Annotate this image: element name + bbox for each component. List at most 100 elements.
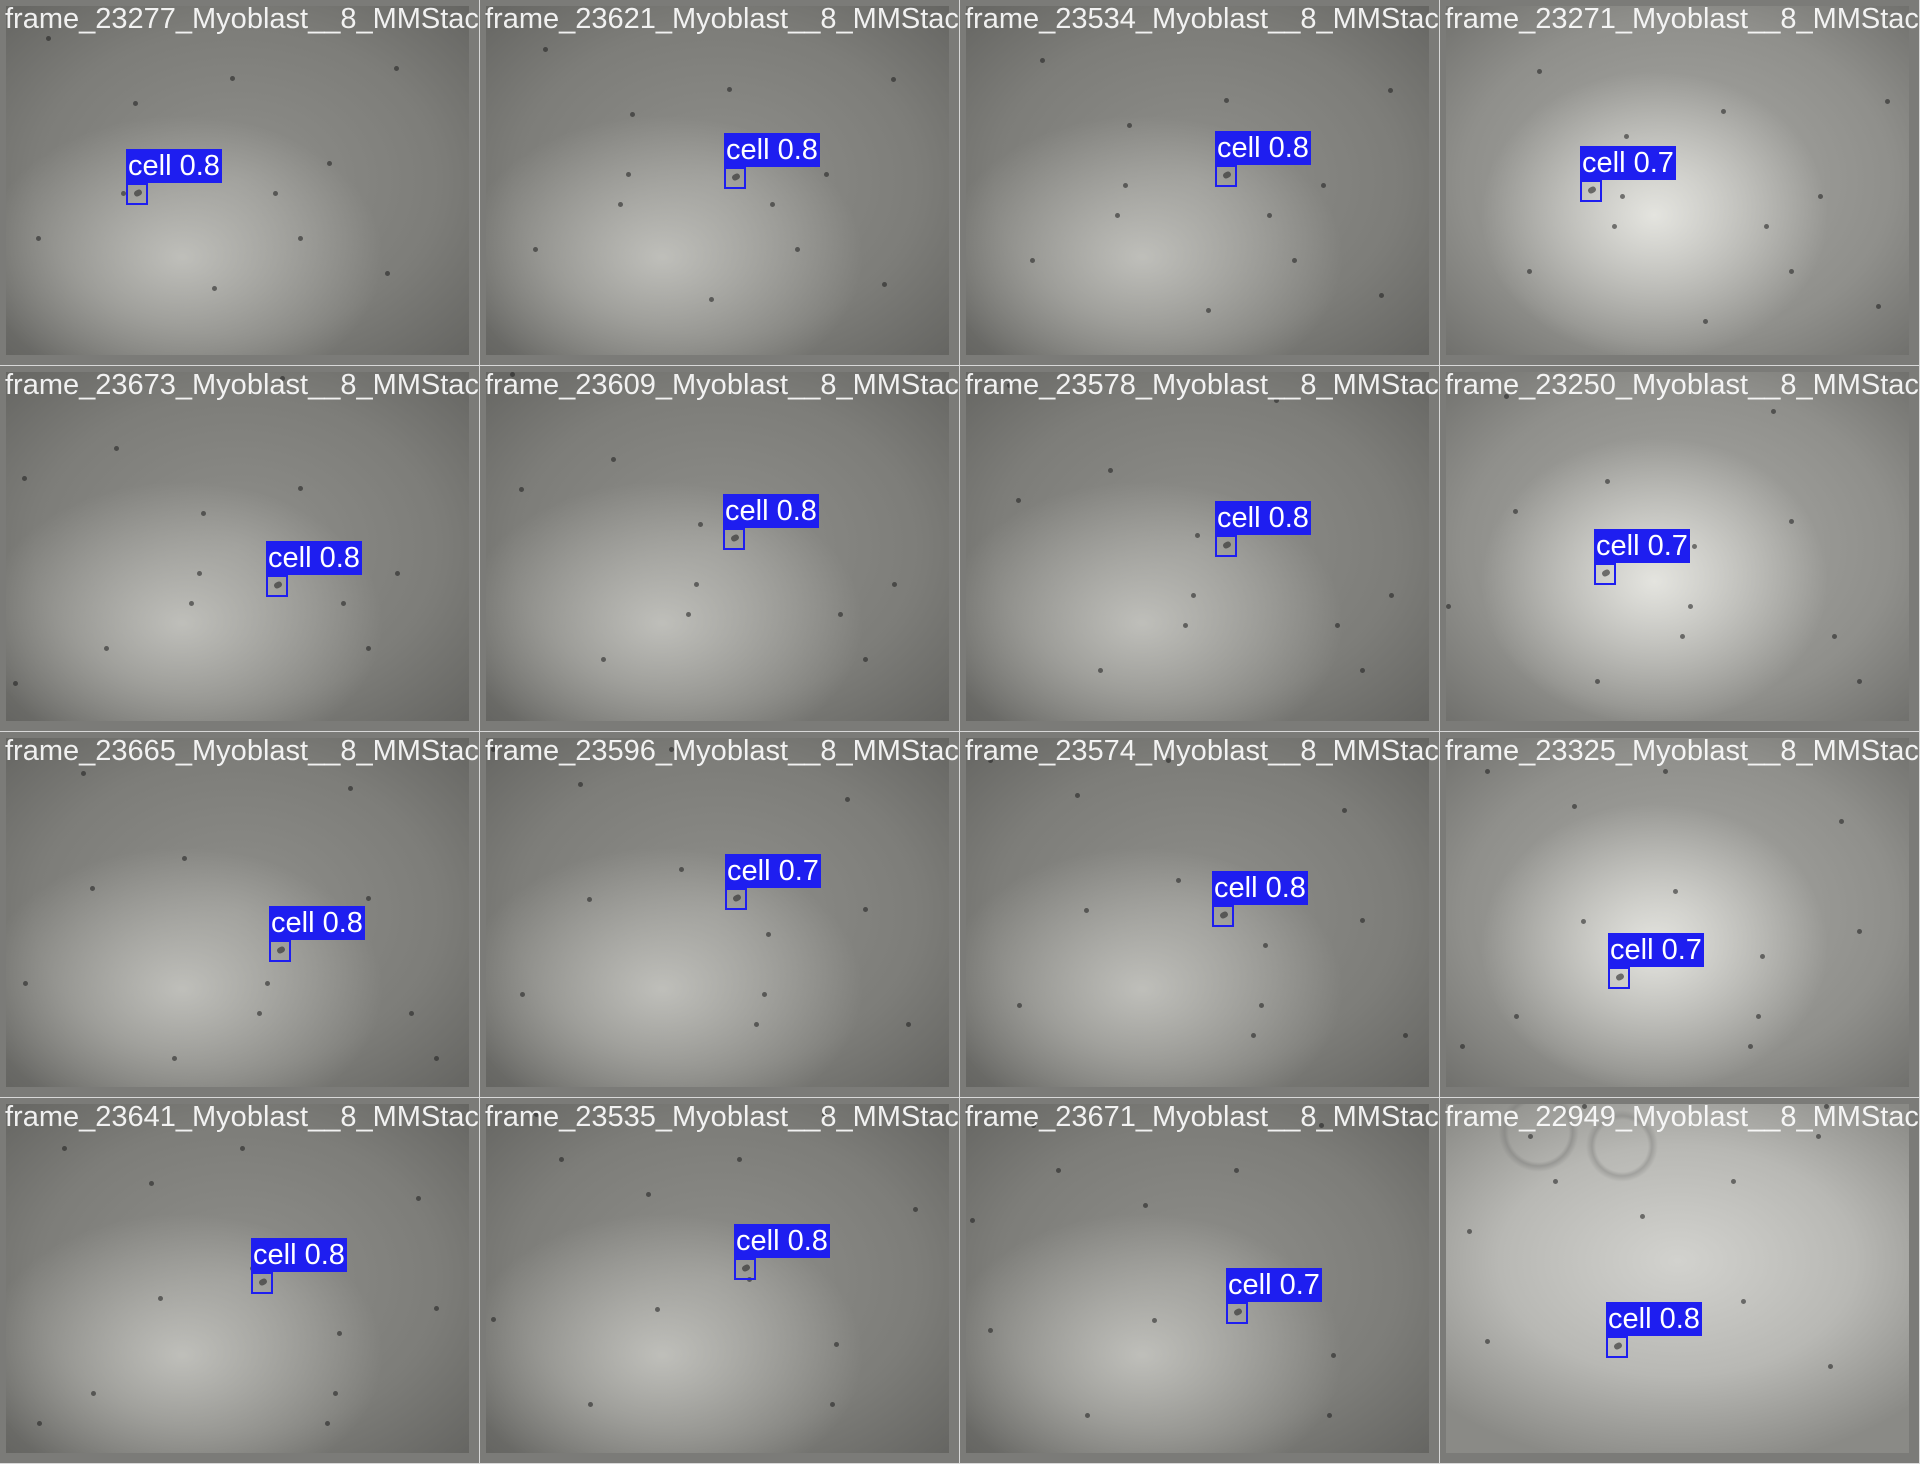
cell-speck	[1191, 593, 1196, 598]
microscopy-frame	[486, 1104, 949, 1453]
tile-title: frame_23671_Myoblast__8_MMStack_Pos5-Pu	[965, 1101, 1439, 1133]
detection-label: cell 0.8	[251, 1238, 347, 1272]
tile-title: frame_23609_Myoblast__8_MMStack_Pos5-Pu	[485, 369, 959, 401]
cell-speck	[1098, 668, 1103, 673]
microscopy-frame	[1446, 6, 1909, 355]
cell-speck	[1031, 1123, 1036, 1128]
image-tile: frame_22949_Myoblast__8_MMStack_Pos5-Puc…	[1440, 1098, 1920, 1464]
cell-speck	[172, 1056, 177, 1061]
cell-speck	[189, 601, 194, 606]
microscopy-frame	[6, 738, 469, 1087]
microscopy-frame	[1446, 1104, 1909, 1453]
cell-speck	[510, 372, 515, 377]
cell-speck	[669, 747, 674, 752]
cell-speck	[679, 867, 684, 872]
bounding-box	[269, 940, 291, 962]
cell-speck	[1331, 1353, 1336, 1358]
cell-speck	[121, 191, 126, 196]
cell-speck	[1620, 194, 1625, 199]
cell-speck	[1756, 1014, 1761, 1019]
cell-speck	[434, 1306, 439, 1311]
cell-speck	[709, 297, 714, 302]
cell-speck	[882, 282, 887, 287]
cell-speck	[91, 1391, 96, 1396]
cell-speck	[830, 1402, 835, 1407]
microscopy-frame	[486, 6, 949, 355]
cell-speck	[434, 1056, 439, 1061]
microscopy-frame	[6, 1104, 469, 1453]
cell-speck	[534, 1112, 539, 1117]
cell-speck	[727, 87, 732, 92]
cell-speck	[822, 1112, 827, 1117]
microscopy-frame	[6, 6, 469, 355]
bounding-box	[1212, 905, 1234, 927]
cell-speck	[1360, 668, 1365, 673]
cell-speck	[1075, 793, 1080, 798]
detection-label: cell 0.7	[725, 854, 821, 888]
bounding-box	[251, 1272, 273, 1294]
cell-speck	[366, 646, 371, 651]
cell-speck	[22, 476, 27, 481]
cell-speck	[298, 236, 303, 241]
cell-speck	[1789, 519, 1794, 524]
tile-title: frame_22949_Myoblast__8_MMStack_Pos5-Pu	[1445, 1101, 1919, 1133]
cell-speck	[1595, 679, 1600, 684]
image-tile: frame_23596_Myoblast__8_MMStack_Pos5-Puc…	[480, 732, 960, 1098]
cell-speck	[149, 1181, 154, 1186]
cell-speck	[1553, 1179, 1558, 1184]
cell-speck	[265, 981, 270, 986]
image-tile: frame_23271_Myoblast__8_MMStack_Pos5-Puc…	[1440, 0, 1920, 366]
cell-speck	[845, 797, 850, 802]
cell-speck	[533, 247, 538, 252]
image-tile: frame_23574_Myoblast__8_MMStack_Pos5-Puc…	[960, 732, 1440, 1098]
cell-speck	[698, 522, 703, 527]
cell-speck	[519, 487, 524, 492]
bounding-box	[1580, 180, 1602, 202]
cell-speck	[1876, 304, 1881, 309]
bounding-box	[723, 528, 745, 550]
cell-speck	[520, 992, 525, 997]
detection-label: cell 0.7	[1608, 933, 1704, 967]
cell-speck	[863, 907, 868, 912]
microscopy-frame	[1446, 738, 1909, 1087]
cell-speck	[686, 612, 691, 617]
bounding-box	[266, 575, 288, 597]
cell-speck	[1485, 769, 1490, 774]
cell-speck	[1206, 308, 1211, 313]
cell-speck	[766, 932, 771, 937]
cell-speck	[201, 511, 206, 516]
tile-title: frame_23641_Myoblast__8_MMStack_Pos5-Pu	[5, 1101, 479, 1133]
cell-speck	[385, 271, 390, 276]
tile-title: frame_23673_Myoblast__8_MMStack_Pos5-Pu	[5, 369, 479, 401]
cell-speck	[646, 1192, 651, 1197]
cell-speck	[37, 1421, 42, 1426]
cell-speck	[1224, 98, 1229, 103]
tile-title: frame_23574_Myoblast__8_MMStack_Pos5-Pu	[965, 735, 1439, 767]
cell-speck	[1789, 269, 1794, 274]
cell-speck	[1379, 293, 1384, 298]
cell-speck	[1084, 908, 1089, 913]
cell-speck	[1388, 88, 1393, 93]
cell-speck	[13, 681, 18, 686]
cell-speck	[212, 286, 217, 291]
detection-label: cell 0.7	[1580, 146, 1676, 180]
cell-speck	[988, 1328, 993, 1333]
cell-speck	[1624, 134, 1629, 139]
cell-speck	[1832, 634, 1837, 639]
cell-speck	[1030, 258, 1035, 263]
cell-speck	[1748, 1044, 1753, 1049]
cell-speck	[394, 66, 399, 71]
detection-label: cell 0.7	[1226, 1268, 1322, 1302]
cell-speck	[1764, 224, 1769, 229]
detection-label: cell 0.8	[734, 1224, 830, 1258]
cell-speck	[754, 1022, 759, 1027]
bounding-box	[725, 888, 747, 910]
cell-speck	[1274, 398, 1279, 403]
cell-speck	[1721, 109, 1726, 114]
tile-title: frame_23325_Myoblast__8_MMStack_Pos5-Pu	[1445, 735, 1919, 767]
cell-speck	[1692, 544, 1697, 549]
cell-speck	[1017, 1003, 1022, 1008]
cell-speck	[62, 1146, 67, 1151]
cell-speck	[366, 896, 371, 901]
cell-speck	[1007, 383, 1012, 388]
